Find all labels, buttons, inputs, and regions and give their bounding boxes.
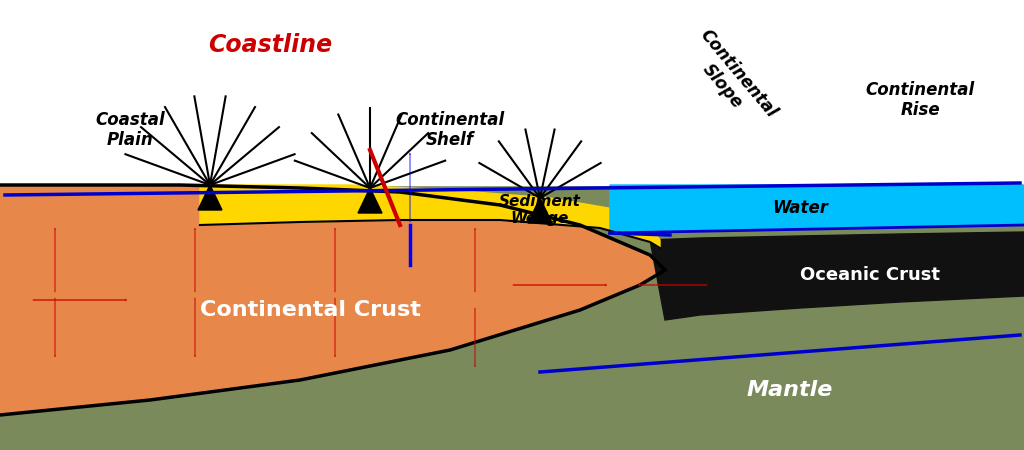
Text: Continental
Shelf: Continental Shelf xyxy=(395,111,505,149)
Text: Water: Water xyxy=(772,199,828,217)
Polygon shape xyxy=(0,0,1024,185)
Polygon shape xyxy=(528,198,552,223)
Polygon shape xyxy=(358,188,382,213)
Text: Coastal
Plain: Coastal Plain xyxy=(95,111,165,149)
Polygon shape xyxy=(650,232,1024,320)
Text: Sediment
Wedge: Sediment Wedge xyxy=(499,194,581,226)
Text: Oceanic Crust: Oceanic Crust xyxy=(800,266,940,284)
Text: Mantle: Mantle xyxy=(746,380,834,400)
Polygon shape xyxy=(198,185,222,210)
Polygon shape xyxy=(200,185,660,248)
Text: Coastline: Coastline xyxy=(208,33,332,57)
Text: Continental
Rise: Continental Rise xyxy=(865,81,975,119)
Text: Continental Crust: Continental Crust xyxy=(200,300,421,320)
Polygon shape xyxy=(0,185,665,415)
Polygon shape xyxy=(610,185,1024,235)
Text: Continental
Slope: Continental Slope xyxy=(680,26,780,134)
